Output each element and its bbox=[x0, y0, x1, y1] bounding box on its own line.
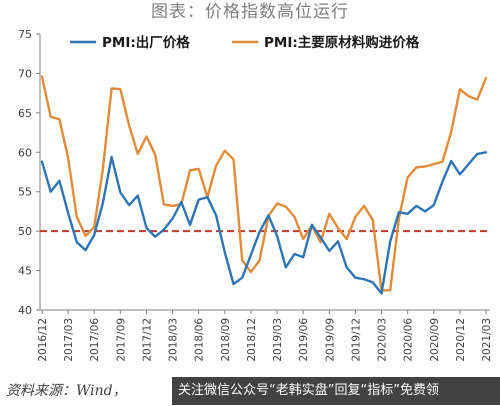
x-tick-label: 2018/12 bbox=[246, 318, 258, 362]
y-tick-label: 75 bbox=[18, 28, 32, 41]
legend: PMI:出厂价格 PMI:主要原材料购进价格 bbox=[70, 34, 420, 51]
y-tick-label: 55 bbox=[18, 186, 32, 199]
x-tick-label: 2019/06 bbox=[298, 318, 310, 362]
x-tick-label: 2018/06 bbox=[194, 318, 206, 362]
legend-label-raw-material-price: PMI:主要原材料购进价格 bbox=[264, 34, 420, 51]
x-tick-label: 2019/03 bbox=[272, 318, 284, 362]
x-tick-label: 2021/03 bbox=[481, 318, 493, 362]
x-tick-label: 2020/12 bbox=[455, 318, 467, 362]
y-tick-label: 60 bbox=[18, 146, 32, 159]
x-tick-label: 2016/12 bbox=[37, 318, 49, 362]
x-tick-label: 2019/12 bbox=[350, 318, 362, 362]
y-tick-label: 65 bbox=[18, 107, 32, 120]
y-tick-label: 70 bbox=[18, 67, 32, 80]
x-tick-label: 2018/03 bbox=[168, 318, 180, 362]
axes: 40 45 50 55 60 65 70 75 2016/12 2017/03 2017/06 201… bbox=[18, 28, 493, 362]
series-lines bbox=[40, 75, 488, 295]
series-line-output-price bbox=[40, 151, 488, 295]
chart-title: 图表：价格指数高位运行 bbox=[151, 2, 349, 22]
x-tick-label: 2017/06 bbox=[89, 318, 101, 362]
series-line-raw-material-price bbox=[40, 75, 488, 292]
x-tick-label: 2020/06 bbox=[403, 318, 415, 362]
source-note: 资料来源：Wind， bbox=[6, 383, 127, 399]
line-chart: 40 45 50 55 60 65 70 75 2016/12 2017/03 2017/06 201… bbox=[18, 28, 493, 362]
y-tick-label: 50 bbox=[18, 225, 32, 238]
x-tick-label: 2019/09 bbox=[324, 318, 336, 362]
x-tick-label: 2017/09 bbox=[115, 318, 127, 362]
x-tick-label: 2020/03 bbox=[377, 318, 389, 362]
x-tick-label: 2017/12 bbox=[141, 318, 153, 362]
x-tick-label: 2017/03 bbox=[63, 318, 75, 362]
watermark-banner: 关注微信公众号“老韩实盘”回复“指标”免费领 bbox=[172, 377, 500, 405]
x-tick-label: 2020/09 bbox=[429, 318, 441, 362]
legend-label-output-price: PMI:出厂价格 bbox=[102, 34, 190, 51]
x-tick-label: 2018/09 bbox=[220, 318, 232, 362]
y-tick-label: 45 bbox=[18, 265, 32, 278]
y-tick-label: 40 bbox=[18, 304, 32, 317]
